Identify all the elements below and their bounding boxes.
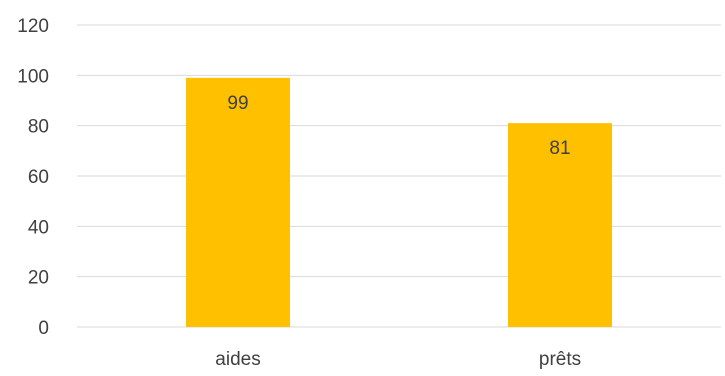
x-tick-label: aides xyxy=(215,349,260,370)
y-tick-label: 80 xyxy=(28,117,49,138)
data-labels: 99 81 xyxy=(227,93,570,159)
bars xyxy=(186,77,612,328)
y-tick-label: 60 xyxy=(28,167,49,188)
bar-prêts xyxy=(508,123,612,328)
data-label: 81 xyxy=(549,138,570,159)
data-label: 99 xyxy=(227,93,248,114)
y-tick-label: 100 xyxy=(17,66,49,87)
y-tick-label: 40 xyxy=(28,217,49,238)
gridlines xyxy=(77,24,721,328)
bar-aides xyxy=(186,77,290,327)
y-tick-label: 120 xyxy=(17,16,49,37)
y-tick-label: 20 xyxy=(28,268,49,289)
y-tick-label: 0 xyxy=(38,318,49,339)
x-axis-tick-labels: aides prêts xyxy=(215,349,581,370)
x-tick-label: prêts xyxy=(539,349,581,370)
y-axis-tick-labels: 0 20 40 60 80 100 120 xyxy=(17,16,49,339)
